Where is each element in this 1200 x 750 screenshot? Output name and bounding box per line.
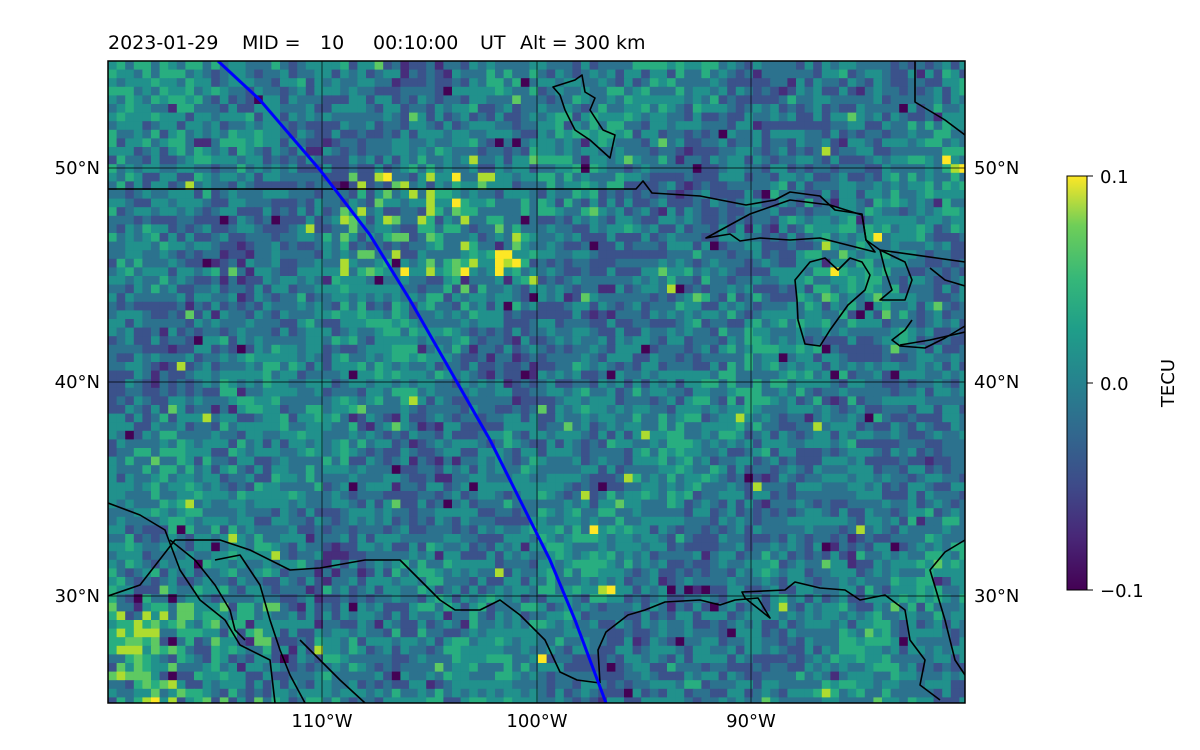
title-mid-value: 10 [320,32,344,54]
lon-tick-110w: 110°W [291,711,352,732]
lat-tick-right-40n: 40°N [974,372,1019,393]
title-date: 2023-01-29 [108,32,218,54]
colorbar-gradient [1066,175,1088,591]
map-frame [107,60,966,704]
colorbar-label: TECU [1158,359,1179,408]
lat-tick-left-30n: 30°N [55,586,100,607]
tec-raster [108,61,965,703]
lat-tick-left-50n: 50°N [55,158,100,179]
colorbar-tick-zero: 0.0 [1100,374,1129,395]
title-altitude: Alt = 300 km [520,32,646,54]
lon-tick-90w: 90°W [726,711,776,732]
lon-tick-100w: 100°W [506,711,567,732]
title-time: 00:10:00 [373,32,458,54]
graticule [108,61,965,703]
satellite-track [216,61,608,703]
lat-tick-left-40n: 40°N [55,372,100,393]
colorbar: 0.1 0.0 −0.1 TECU [1066,167,1179,602]
lat-tick-right-30n: 30°N [974,586,1019,607]
lat-tick-right-50n: 50°N [974,158,1019,179]
coastlines-borders [108,61,965,703]
colorbar-tick-min: −0.1 [1100,581,1144,602]
tec-map-area [108,61,965,703]
title-time-unit: UT [480,32,506,54]
title-mid-label: MID = [242,32,301,54]
colorbar-tick-max: 0.1 [1100,167,1129,188]
